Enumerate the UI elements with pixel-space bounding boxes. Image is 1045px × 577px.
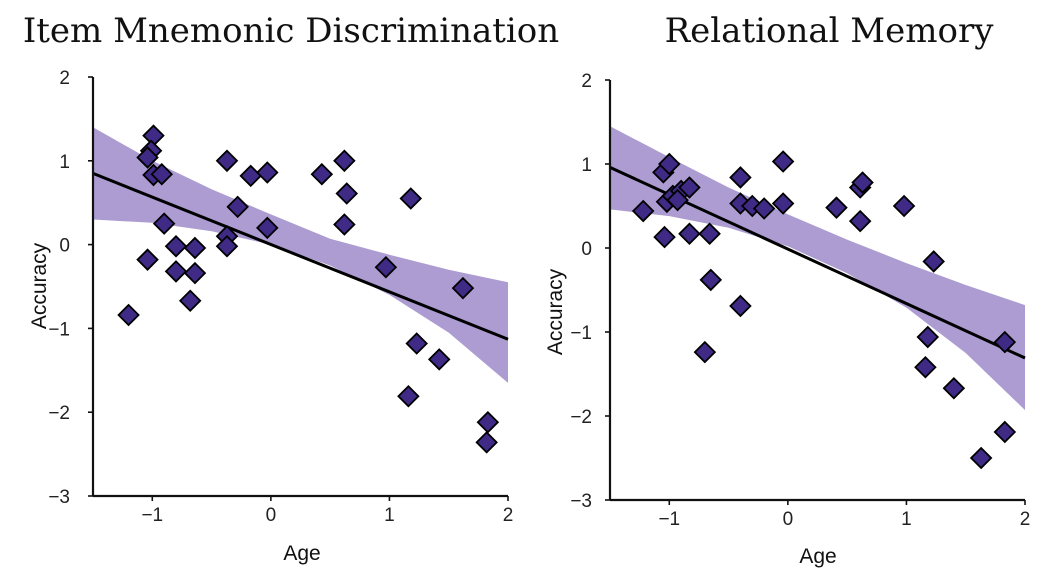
data-point [771, 150, 795, 173]
y-tick-label: −3 [570, 491, 592, 512]
data-point [178, 289, 202, 313]
data-point [374, 255, 398, 279]
data-point [150, 162, 174, 186]
plot-area: −3 −2 −1 0 1 2 −1 0 1 2 [570, 71, 1030, 530]
confidence-band [93, 127, 508, 383]
y-tick-label: 2 [59, 68, 70, 89]
y-tick-label: −2 [570, 407, 592, 428]
data-point [993, 330, 1017, 354]
data-point [631, 199, 655, 223]
y-axis-label: Accuracy [28, 242, 51, 329]
confidence-band [610, 126, 1025, 411]
data-point [226, 195, 249, 219]
data-point [848, 209, 872, 233]
y-tick-label: −1 [48, 319, 70, 340]
data-point [922, 250, 945, 273]
data-point [658, 152, 681, 176]
data-point [969, 446, 993, 470]
data-point [678, 222, 701, 245]
data-point [666, 188, 689, 212]
data-point [215, 235, 239, 258]
data-point [993, 420, 1017, 444]
panel-title: Relational Memory [665, 11, 995, 51]
data-point [256, 216, 279, 240]
data-point [183, 261, 207, 285]
data-point [310, 162, 334, 186]
data-point [771, 192, 795, 215]
data-point [678, 176, 701, 199]
data-point [399, 187, 423, 210]
data-point [699, 268, 723, 292]
data-point [476, 410, 500, 434]
x-tick-label: −1 [141, 505, 163, 526]
data-point [333, 213, 356, 236]
data-point [164, 235, 188, 258]
x-tick-label: 0 [266, 505, 277, 526]
data-point [427, 348, 451, 371]
y-tick-label: −1 [570, 323, 592, 344]
data-point [215, 149, 239, 173]
data-point [916, 325, 940, 349]
data-point [451, 276, 475, 300]
data-point [136, 248, 159, 271]
y-tick-label: 1 [59, 152, 70, 173]
data-point [256, 161, 279, 184]
x-tick-label: −1 [658, 509, 680, 530]
y-tick-label: 0 [59, 236, 70, 257]
plot-area: −3 −2 −1 0 1 2 −1 0 1 2 [48, 68, 513, 526]
data-point [729, 294, 752, 318]
x-axis-label: Age [799, 545, 836, 568]
x-tick-label: 1 [384, 505, 395, 526]
panel-item-mnemonic-discrimination: Item Mnemonic Discrimination −3 −2 −1 0 1 2 −1… [23, 11, 559, 565]
x-tick-label: 2 [503, 505, 514, 526]
data-point [653, 225, 676, 249]
data-point [892, 194, 916, 218]
data-point [942, 377, 966, 400]
y-tick-label: −2 [48, 403, 70, 424]
data-point [825, 196, 848, 219]
x-axis-label: Age [283, 542, 320, 565]
regression-line [92, 171, 509, 341]
data-point [914, 356, 937, 379]
data-point [136, 146, 159, 169]
data-point [698, 222, 721, 245]
data-point [752, 197, 776, 220]
y-tick-label: 0 [581, 239, 592, 260]
data-point [117, 303, 140, 327]
x-tick-label: 0 [783, 509, 794, 530]
panel-relational-memory: Relational Memory −3 −2 −1 0 1 2 −1 0 1 2 Age Acc… [544, 11, 1030, 568]
y-tick-label: 2 [581, 71, 592, 92]
data-point [152, 212, 176, 235]
y-tick-label: −3 [48, 487, 70, 508]
data-point [693, 340, 717, 364]
y-axis-label: Accuracy [544, 268, 567, 355]
data-point [239, 164, 262, 188]
data-point [183, 236, 207, 260]
data-point [729, 166, 752, 189]
data-point [851, 171, 874, 194]
x-tick-label: 2 [1020, 509, 1031, 530]
data-point [397, 385, 420, 408]
y-tick-label: 1 [581, 155, 592, 176]
data-point [164, 260, 188, 283]
data-point [333, 149, 356, 173]
data-point [335, 182, 359, 205]
data-point [475, 431, 498, 454]
panel-title: Item Mnemonic Discrimination [23, 11, 559, 51]
x-tick-label: 1 [901, 509, 912, 530]
data-point [405, 332, 428, 355]
